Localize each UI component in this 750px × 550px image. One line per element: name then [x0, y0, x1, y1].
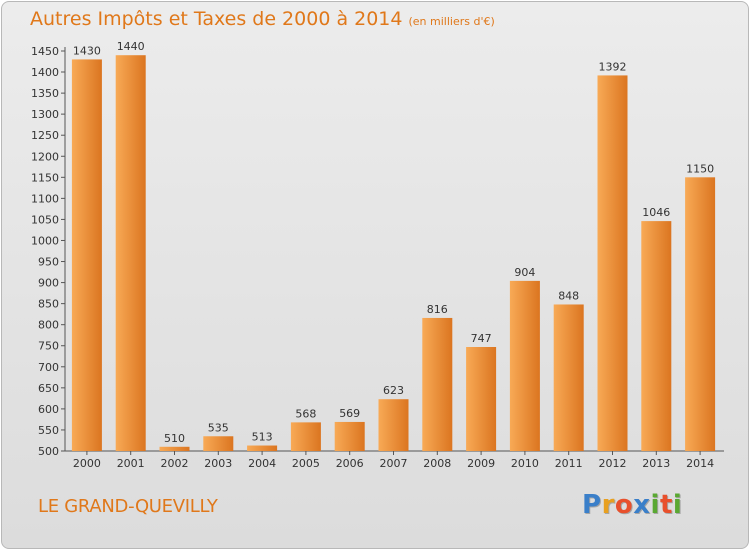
y-tick-label: 1100 [31, 192, 59, 205]
logo-letter: o [614, 490, 634, 520]
y-tick-label: 550 [38, 424, 59, 437]
y-tick-label: 1400 [31, 66, 59, 79]
logo-letter: i [672, 490, 683, 520]
bar-2012[interactable] [597, 75, 628, 451]
data-label-2006: 569 [339, 407, 360, 420]
chart-subtitle: (en milliers d'€) [408, 15, 495, 28]
x-tick-label: 2003 [204, 457, 232, 470]
chart-title-text: Autres Impôts et Taxes de 2000 à 2014 [30, 8, 403, 30]
y-tick-label: 800 [38, 319, 59, 332]
x-axis: 2000 2001 2002 2003 2004 2005 2006 2007 2008 2009… [65, 450, 724, 470]
proxiti-logo[interactable]: Proxiti [582, 490, 682, 520]
x-tick-label: 2008 [423, 457, 451, 470]
data-label-2003: 535 [208, 421, 229, 434]
y-tick-label: 1250 [31, 129, 59, 142]
bar-2001[interactable] [115, 55, 146, 452]
x-tick-label: 2000 [73, 457, 101, 470]
y-tick-label: 600 [38, 403, 59, 416]
x-tick-label: 2011 [555, 457, 583, 470]
bar-2009[interactable] [466, 347, 497, 451]
y-tick-label: 1200 [31, 150, 59, 163]
bar-2000[interactable] [71, 59, 102, 451]
y-axis: 500 550 600 650 700 750 800 850 900 950 1000 1050 11… [31, 45, 66, 458]
y-tick-label: 1050 [31, 213, 59, 226]
data-label-2014: 1150 [686, 162, 714, 175]
data-label-2000: 1430 [73, 44, 101, 57]
y-tick-label: 650 [38, 382, 59, 395]
y-tick-label: 1350 [31, 87, 59, 100]
x-tick-label: 2007 [380, 457, 408, 470]
y-tick-label: 900 [38, 277, 59, 290]
data-label-2001: 1440 [117, 40, 145, 53]
y-tick-label: 950 [38, 256, 59, 269]
y-tick-label: 1450 [31, 45, 59, 58]
x-tick-label: 2006 [336, 457, 364, 470]
logo-letter: i [650, 490, 660, 520]
bars-group [71, 55, 716, 452]
data-label-2013: 1046 [642, 206, 670, 219]
bar-2005[interactable] [290, 422, 321, 451]
y-tick-label: 1000 [31, 234, 59, 247]
bar-2010[interactable] [509, 280, 540, 451]
data-label-2002: 510 [164, 432, 185, 445]
data-label-2010: 904 [514, 266, 535, 279]
x-tick-label: 2001 [117, 457, 145, 470]
x-tick-label: 2013 [642, 457, 670, 470]
bar-2002[interactable] [159, 446, 190, 451]
x-tick-label: 2009 [467, 457, 495, 470]
y-tick-label: 750 [38, 340, 59, 353]
bar-2008[interactable] [422, 317, 453, 451]
bar-2013[interactable] [641, 221, 672, 451]
x-tick-label: 2014 [686, 457, 714, 470]
y-tick-label: 1150 [31, 171, 59, 184]
y-tick-label: 500 [38, 445, 59, 458]
bar-2007[interactable] [378, 399, 409, 451]
x-tick-label: 2012 [599, 457, 627, 470]
bar-2011[interactable] [553, 304, 584, 451]
data-label-2012: 1392 [599, 60, 627, 73]
bar-2003[interactable] [203, 436, 234, 451]
x-tick-label: 2004 [248, 457, 276, 470]
logo-letter: x [633, 490, 651, 520]
logo-letter: r [601, 490, 615, 520]
data-label-2007: 623 [383, 384, 404, 397]
bar-2006[interactable] [334, 421, 365, 451]
bar-2004[interactable] [247, 445, 278, 451]
chart-title: Autres Impôts et Taxes de 2000 à 2014 (en… [30, 8, 495, 30]
x-tick-label: 2010 [511, 457, 539, 470]
y-tick-label: 850 [38, 298, 59, 311]
logo-letter: P [582, 490, 602, 520]
data-label-2008: 816 [427, 303, 448, 316]
data-labels-group: 1430 1440 510 535 513 568 569 623 816 747 904 848 13… [73, 40, 714, 445]
y-tick-label: 700 [38, 361, 59, 374]
data-label-2009: 747 [471, 332, 492, 345]
logo-letter: t [659, 490, 673, 520]
bar-2014[interactable] [685, 177, 716, 451]
data-label-2004: 513 [252, 431, 273, 444]
x-tick-label: 2002 [161, 457, 189, 470]
commune-name: LE GRAND-QUEVILLY [38, 496, 218, 517]
data-label-2011: 848 [558, 289, 579, 302]
data-label-2005: 568 [295, 407, 316, 420]
y-tick-label: 1300 [31, 108, 59, 121]
x-tick-label: 2005 [292, 457, 320, 470]
